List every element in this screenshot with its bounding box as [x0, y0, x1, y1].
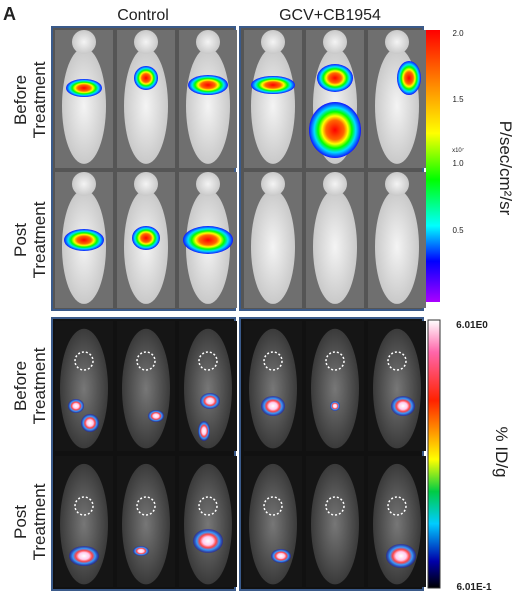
mouse	[249, 463, 297, 585]
signal	[148, 410, 164, 422]
roi-circle	[74, 351, 94, 371]
row-label-line: Before	[11, 75, 30, 125]
scale-tick-label: 0.5	[452, 226, 464, 235]
mouse-head	[261, 172, 285, 196]
row-label: BeforeTreatment	[11, 61, 49, 138]
row-label-line: Treatment	[30, 201, 49, 278]
mouse-head	[323, 30, 347, 54]
mouse	[184, 328, 232, 449]
signal	[68, 399, 84, 413]
row-label: PostTreatment	[11, 483, 49, 560]
scale-tick-label: 1.0	[452, 159, 464, 168]
row-label-line: Post	[11, 505, 30, 539]
row-label: BeforeTreatment	[11, 347, 49, 424]
signal	[66, 79, 102, 97]
row-label-line: Post	[11, 223, 30, 257]
scale-multiplier: x10⁷	[452, 147, 464, 154]
column-label: GCV+CB1954	[279, 7, 381, 24]
roi-circle	[263, 351, 283, 371]
mouse-head	[385, 30, 409, 54]
roi-circle	[198, 351, 218, 371]
signal	[200, 393, 220, 409]
signal	[81, 414, 99, 432]
mouse	[251, 189, 295, 304]
scale-tick-label: 1.5	[452, 95, 464, 104]
signal	[188, 75, 228, 95]
signal	[397, 61, 421, 95]
row-label-line: Treatment	[30, 483, 49, 560]
mouse	[184, 463, 232, 585]
signal	[261, 396, 285, 416]
scale-tick-label: 2.0	[452, 29, 464, 38]
signal	[134, 66, 158, 90]
colorbar	[426, 30, 440, 302]
mouse	[313, 189, 357, 304]
mouse	[375, 189, 419, 304]
signal	[64, 229, 104, 251]
roi-circle	[387, 351, 407, 371]
mouse	[62, 47, 106, 164]
signal	[386, 544, 416, 568]
scale-label: % ID/g	[492, 426, 511, 477]
roi-circle	[136, 496, 156, 516]
signal	[198, 421, 210, 441]
mouse-head	[196, 172, 220, 196]
mouse	[122, 463, 170, 585]
roi-circle	[263, 496, 283, 516]
colorbar	[427, 319, 441, 589]
mouse-head	[72, 30, 96, 54]
mouse	[186, 47, 230, 164]
roi-circle	[74, 496, 94, 516]
mouse	[122, 328, 170, 449]
signal	[251, 76, 295, 94]
signal	[133, 546, 149, 556]
column-label: Control	[117, 7, 169, 24]
signal	[391, 396, 415, 416]
signal	[69, 546, 99, 566]
panel-label: A	[3, 4, 16, 24]
mouse	[124, 47, 168, 164]
row-label-line: Treatment	[30, 347, 49, 424]
row-label-line: Before	[11, 361, 30, 411]
roi-circle	[325, 496, 345, 516]
roi-circle	[325, 351, 345, 371]
signal	[309, 102, 361, 158]
scale-label: P/sec/cm²/sr	[496, 121, 515, 216]
mouse-head	[196, 30, 220, 54]
signal	[271, 549, 291, 563]
signal	[330, 401, 340, 411]
signal	[317, 64, 353, 92]
image-grid	[51, 26, 426, 591]
roi-circle	[387, 496, 407, 516]
mouse	[373, 328, 421, 449]
roi-circle	[198, 496, 218, 516]
mouse-head	[134, 172, 158, 196]
mouse-head	[385, 172, 409, 196]
mouse	[311, 328, 359, 449]
mouse	[251, 47, 295, 164]
mouse-head	[134, 30, 158, 54]
mouse-head	[72, 172, 96, 196]
roi-circle	[136, 351, 156, 371]
mouse	[311, 463, 359, 585]
scale-min: 6.01E-1	[456, 582, 491, 593]
signal	[132, 226, 160, 250]
mouse	[60, 463, 108, 585]
row-label: PostTreatment	[11, 201, 49, 278]
mouse	[60, 328, 108, 449]
row-label-line: Treatment	[30, 61, 49, 138]
mouse-head	[323, 172, 347, 196]
signal	[183, 226, 233, 254]
scale-max: 6.01E0	[456, 320, 488, 331]
signal	[193, 529, 223, 553]
mouse	[249, 328, 297, 449]
mouse-head	[261, 30, 285, 54]
